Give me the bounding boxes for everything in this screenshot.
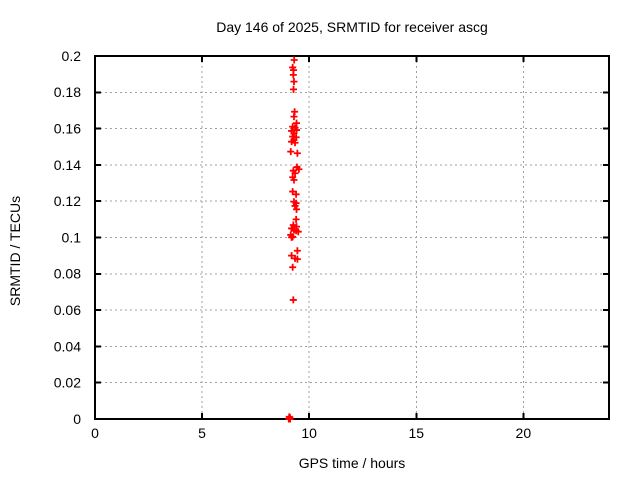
- data-point-marker: [289, 263, 297, 271]
- y-tick-label: 0.12: [54, 193, 81, 209]
- data-point-marker: [290, 129, 298, 137]
- data-point-marker: [288, 233, 296, 241]
- data-point-marker: [290, 113, 298, 121]
- x-tick-label: 10: [301, 425, 317, 441]
- data-point-marker: [289, 71, 297, 79]
- data-point-marker: [290, 56, 298, 64]
- y-tick-label: 0.06: [54, 302, 81, 318]
- y-tick-label: 0.2: [62, 48, 82, 64]
- y-tick-label: 0.04: [54, 338, 81, 354]
- data-point-marker: [290, 176, 298, 184]
- y-tick-label: 0.08: [54, 266, 81, 282]
- data-point-marker: [286, 414, 294, 422]
- y-tick-label: 0.14: [54, 157, 81, 173]
- data-point-marker: [291, 139, 299, 147]
- x-tick-label: 5: [198, 425, 206, 441]
- y-tick-label: 0.1: [62, 229, 82, 245]
- y-tick-label: 0: [73, 411, 81, 427]
- data-point-marker: [293, 205, 301, 213]
- plot-border: [94, 55, 610, 420]
- y-tick-label: 0.02: [54, 375, 81, 391]
- data-point-marker: [292, 215, 300, 223]
- x-tick-label: 0: [91, 425, 99, 441]
- data-point-marker: [288, 138, 296, 146]
- chart-title: Day 146 of 2025, SRMTID for receiver asc…: [216, 19, 488, 35]
- data-point-marker: [291, 169, 299, 177]
- data-point-marker: [294, 228, 302, 236]
- data-point-marker: [293, 149, 301, 157]
- data-point-marker: [290, 85, 298, 93]
- x-axis-label: GPS time / hours: [298, 455, 406, 471]
- data-point-marker: [293, 247, 301, 255]
- data-point-marker: [287, 148, 295, 156]
- x-tick-label: 15: [408, 425, 424, 441]
- data-point-marker: [290, 78, 298, 86]
- x-tick-label: 20: [516, 425, 532, 441]
- data-point-marker: [293, 255, 301, 263]
- data-point-marker: [289, 296, 297, 304]
- y-tick-label: 0.16: [54, 121, 81, 137]
- data-point-marker: [293, 119, 301, 127]
- data-point-marker: [292, 190, 300, 198]
- y-tick-label: 0.18: [54, 84, 81, 100]
- data-point-marker: [295, 165, 303, 173]
